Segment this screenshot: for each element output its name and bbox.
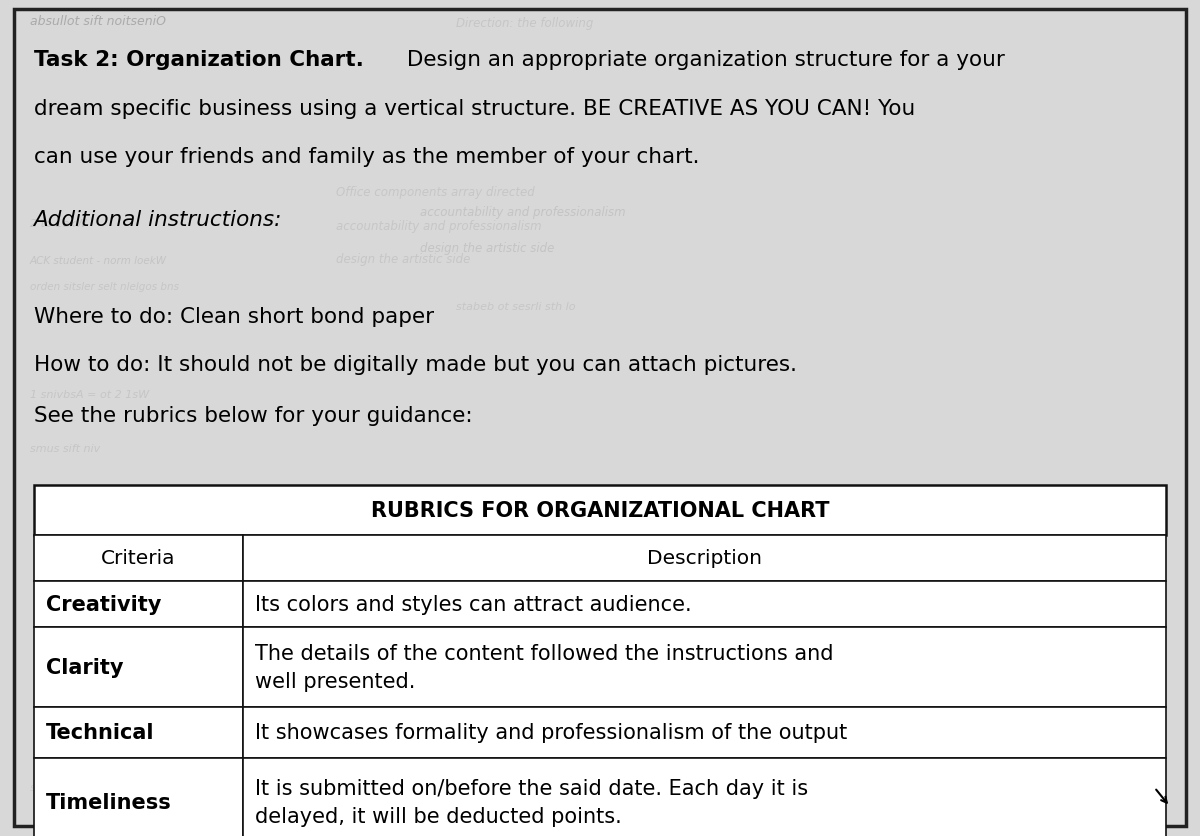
Bar <box>34 758 244 836</box>
Text: Creativity: Creativity <box>46 594 161 614</box>
Text: 14 11: 14 11 <box>250 553 277 563</box>
Bar <box>34 581 244 627</box>
Text: orden sitsler selt nlelgos bns: orden sitsler selt nlelgos bns <box>30 281 179 291</box>
Bar <box>244 758 1166 836</box>
Text: 1 taq to: 1 taq to <box>40 505 80 515</box>
Text: Criteria: Criteria <box>101 548 175 568</box>
Text: dream specific business using a vertical structure. BE CREATIVE AS YOU CAN! You: dream specific business using a vertical… <box>34 99 914 119</box>
Text: Technical: Technical <box>46 722 154 742</box>
Text: RUBRICS FOR ORGANIZATIONAL CHART: RUBRICS FOR ORGANIZATIONAL CHART <box>371 500 829 520</box>
Text: smus sift niv: smus sift niv <box>30 443 101 453</box>
Text: Timeliness: Timeliness <box>46 793 172 813</box>
Text: design the artistic side: design the artistic side <box>420 242 554 255</box>
Text: 1 14 Wl: 1 14 Wl <box>36 614 71 623</box>
Text: Clarity: Clarity <box>46 657 124 677</box>
Bar <box>244 581 1166 627</box>
Text: It showcases formality and professionalism of the output: It showcases formality and professionali… <box>256 722 847 742</box>
Bar <box>244 706 1166 758</box>
Text: 1 14 1to: 1 14 1to <box>40 553 80 563</box>
Text: 2000: 2000 <box>36 744 59 752</box>
Text: sniW lev: sniW lev <box>30 782 77 792</box>
Text: How to do: It should not be digitally made but you can attach pictures.: How to do: It should not be digitally ma… <box>34 354 797 375</box>
Bar <box>34 706 244 758</box>
Text: Direction: the following: Direction: the following <box>456 17 593 30</box>
Text: Its colors and styles can attract audience.: Its colors and styles can attract audien… <box>256 594 691 614</box>
Text: ACK student - norm loekW: ACK student - norm loekW <box>30 256 167 266</box>
Text: accountability and professionalism: accountability and professionalism <box>420 206 625 219</box>
Text: Description: Description <box>647 548 762 568</box>
Text: The details of the content followed the instructions and
well presented.: The details of the content followed the … <box>256 643 834 691</box>
Text: accountability and professionalism: accountability and professionalism <box>336 219 541 232</box>
Bar <box>244 535 1166 581</box>
Text: Wh(s): Wh(s) <box>36 686 62 696</box>
Text: See the rubrics below for your guidance:: See the rubrics below for your guidance: <box>34 405 473 426</box>
Text: Design an appropriate organization structure for a your: Design an appropriate organization struc… <box>400 50 1004 70</box>
Text: absullot sift noitseniO: absullot sift noitseniO <box>30 15 166 28</box>
Text: can use your friends and family as the member of your chart.: can use your friends and family as the m… <box>34 147 700 167</box>
Text: 1 snivbsA = ot 2 1sW: 1 snivbsA = ot 2 1sW <box>30 390 149 400</box>
Text: 2 to 1ekW: 2 to 1ekW <box>30 218 86 228</box>
Text: design the artistic side: design the artistic side <box>336 252 470 266</box>
Text: snite: snite <box>36 824 58 833</box>
Bar <box>34 535 244 581</box>
Bar <box>244 627 1166 706</box>
Text: Office components array directed: Office components array directed <box>336 186 535 199</box>
Text: Where to do: Clean short bond paper: Where to do: Clean short bond paper <box>34 306 433 326</box>
Text: stabeb ot sesrli sth lo: stabeb ot sesrli sth lo <box>456 302 576 312</box>
Text: Task 2: Organization Chart.: Task 2: Organization Chart. <box>34 50 364 70</box>
Bar <box>34 627 244 706</box>
Text: It is submitted on/before the said date. Each day it is
delayed, it will be dedu: It is submitted on/before the said date.… <box>256 778 809 826</box>
Text: Additional instructions:: Additional instructions: <box>34 210 282 230</box>
Bar <box>34 485 1166 535</box>
